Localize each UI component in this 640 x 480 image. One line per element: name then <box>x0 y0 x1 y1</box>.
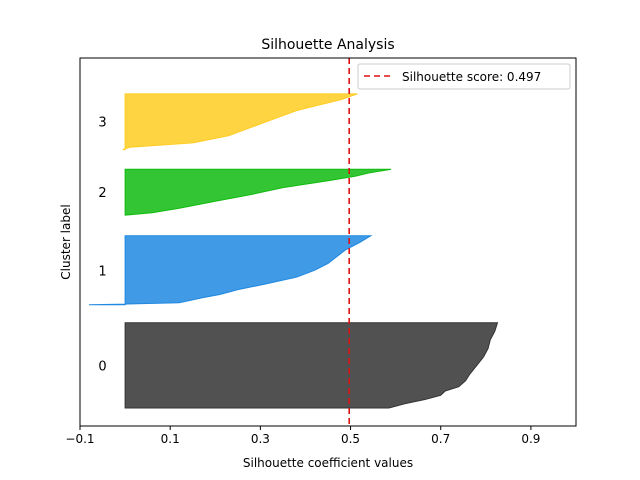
plot-frame <box>79 57 577 427</box>
legend-box <box>357 63 571 90</box>
chart-title: Silhouette Analysis <box>261 37 394 53</box>
silhouette-area-cluster-1 <box>88 235 373 306</box>
x-axis-label: Silhouette coefficient values <box>243 456 413 470</box>
y-axis-label: Cluster label <box>59 204 73 279</box>
x-axis-ticks: −0.1 0.1 0.3 0.5 0.7 0.9 <box>65 426 540 446</box>
legend: Silhouette score: 0.497 <box>357 63 571 90</box>
silhouette-area-cluster-2 <box>124 168 392 216</box>
x-tick-label: 0.3 <box>251 432 270 446</box>
silhouette-area-cluster-3 <box>122 93 358 151</box>
x-tick-label: 0.5 <box>341 432 360 446</box>
x-tick-label: 0.1 <box>161 432 180 446</box>
silhouette-areas <box>88 93 499 409</box>
x-tick-label: 0.9 <box>521 432 540 446</box>
silhouette-area-cluster-0 <box>124 322 499 409</box>
cluster-label-3: 3 <box>98 116 106 131</box>
cluster-label-1: 1 <box>98 264 106 279</box>
cluster-label-2: 2 <box>98 186 106 201</box>
x-tick-label: 0.7 <box>431 432 450 446</box>
cluster-label-0: 0 <box>98 359 106 374</box>
legend-score-label: Silhouette score: 0.497 <box>402 70 541 84</box>
cluster-labels: 0 1 2 3 <box>98 116 106 375</box>
x-tick-label: −0.1 <box>65 432 94 446</box>
